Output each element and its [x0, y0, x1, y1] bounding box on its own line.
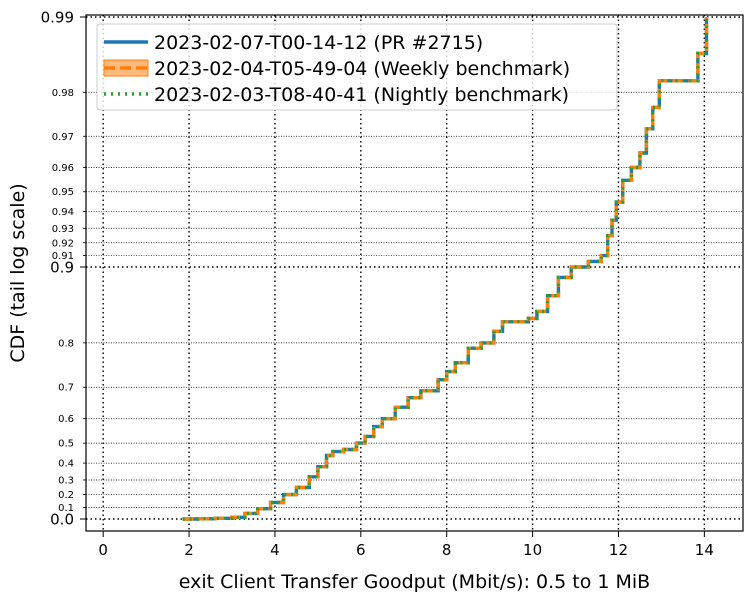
- x-axis-label: exit Client Transfer Goodput (Mbit/s): 0…: [179, 571, 650, 593]
- y-major-tick-label: 0.0: [50, 511, 74, 529]
- y-major-tick-label: 0.9: [50, 259, 74, 277]
- y-minor-tick-label: 0.98: [52, 88, 74, 99]
- x-tick-label: 0: [98, 541, 108, 559]
- x-tick-label: 8: [442, 541, 452, 559]
- y-minor-tick-label: 0.7: [58, 383, 74, 394]
- x-tick-label: 12: [609, 541, 628, 559]
- series-lines: [182, 17, 709, 521]
- legend-label-2: 2023-02-04-T05-49-04 (Weekly benchmark): [154, 58, 570, 80]
- y-minor-tick-label: 0.6: [58, 414, 74, 425]
- x-tick-label: 10: [523, 541, 542, 559]
- legend-label-3: 2023-02-03-T08-40-41 (Nightly benchmark): [154, 84, 569, 106]
- y-minor-tick-label: 0.93: [52, 224, 74, 235]
- y-minor-tick-label: 0.95: [52, 187, 74, 198]
- x-tick-label: 2: [184, 541, 194, 559]
- y-minor-tick-label: 0.96: [52, 163, 74, 174]
- y-minor-tick-label: 0.97: [52, 132, 74, 143]
- series-line-3: [182, 17, 709, 521]
- y-minor-tick-label: 0.5: [58, 439, 74, 450]
- y-minor-tick-label: 0.2: [58, 490, 74, 501]
- y-minor-tick-label: 0.8: [58, 338, 74, 349]
- x-tick-label: 4: [270, 541, 280, 559]
- x-tick-label: 6: [356, 541, 366, 559]
- y-major-tick-label: 0.99: [41, 9, 74, 27]
- plot-frame: [85, 14, 744, 532]
- y-minor-tick-label: 0.4: [58, 459, 74, 470]
- axis-ticks: 0.10.20.30.40.50.60.70.80.910.920.930.94…: [41, 9, 714, 560]
- legend: 2023-02-07-T00-14-12 (PR #2715) 2023-02-0…: [96, 23, 618, 111]
- x-tick-label: 14: [695, 541, 714, 559]
- y-minor-tick-label: 0.1: [58, 503, 74, 514]
- legend-label-1: 2023-02-07-T00-14-12 (PR #2715): [154, 32, 483, 54]
- y-minor-tick-label: 0.94: [52, 207, 74, 218]
- legend-box: [96, 23, 618, 111]
- y-minor-tick-label: 0.92: [52, 238, 74, 249]
- y-minor-tick-label: 0.3: [58, 475, 74, 486]
- y-axis-label: CDF (tail log scale): [7, 183, 29, 362]
- y-minor-tick-label: 0.91: [52, 251, 74, 262]
